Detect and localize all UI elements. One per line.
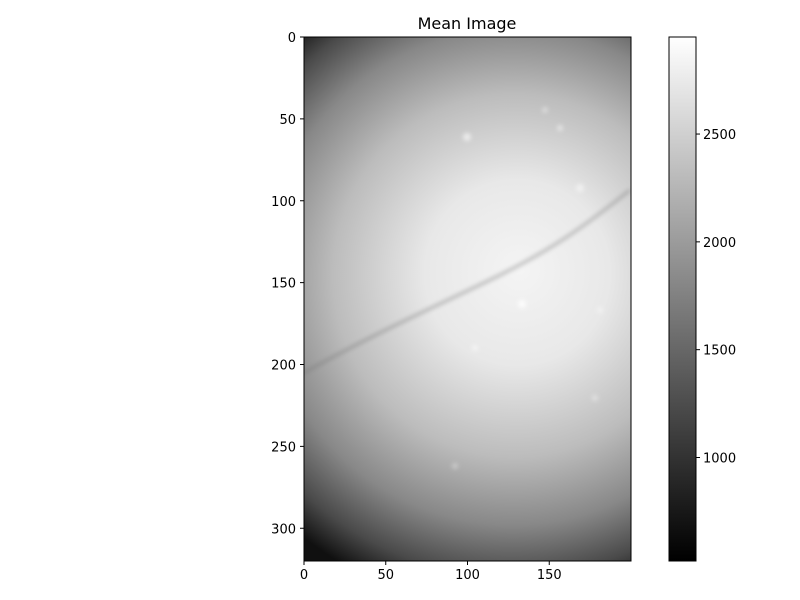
y-tick-label: 50 <box>279 113 296 128</box>
x-tick-label: 50 <box>377 568 394 583</box>
bright-spot <box>542 107 548 113</box>
heatmap-image <box>304 37 631 561</box>
bright-spots <box>452 107 603 469</box>
x-axis: 0 50 100 150 <box>300 561 562 583</box>
x-tick-label: 150 <box>537 568 562 583</box>
y-tick-label: 100 <box>271 195 296 210</box>
y-axis: 0 50 100 150 200 250 300 <box>271 31 304 537</box>
colorbar-tick-label: 1000 <box>703 451 736 466</box>
x-tick-label: 0 <box>300 568 308 583</box>
y-tick-label: 250 <box>271 440 296 455</box>
bright-spot <box>557 125 563 131</box>
bright-spot <box>576 184 584 192</box>
bright-spot <box>452 463 458 469</box>
bright-spot <box>472 345 478 351</box>
bright-spot <box>518 300 526 308</box>
colorbar-tick-label: 1500 <box>703 344 736 359</box>
colorbar-ticks: 1000 1500 2000 2500 <box>696 128 736 466</box>
colorbar-tick-label: 2500 <box>703 128 736 143</box>
chart-title: Mean Image <box>418 14 517 33</box>
heatmap-background <box>304 37 631 561</box>
colorbar-gradient <box>668 36 697 562</box>
y-tick-label: 200 <box>271 359 296 374</box>
y-tick-label: 150 <box>271 277 296 292</box>
bright-spot <box>592 395 598 401</box>
colorbar-tick-label: 2000 <box>703 236 736 251</box>
vessel-line <box>304 188 631 375</box>
colorbar: 1000 1500 2000 2500 <box>668 36 736 562</box>
x-tick-label: 100 <box>455 568 480 583</box>
bright-spot <box>463 133 471 141</box>
bright-spot <box>597 307 603 313</box>
y-tick-label: 300 <box>271 522 296 537</box>
y-tick-label: 0 <box>288 31 296 46</box>
